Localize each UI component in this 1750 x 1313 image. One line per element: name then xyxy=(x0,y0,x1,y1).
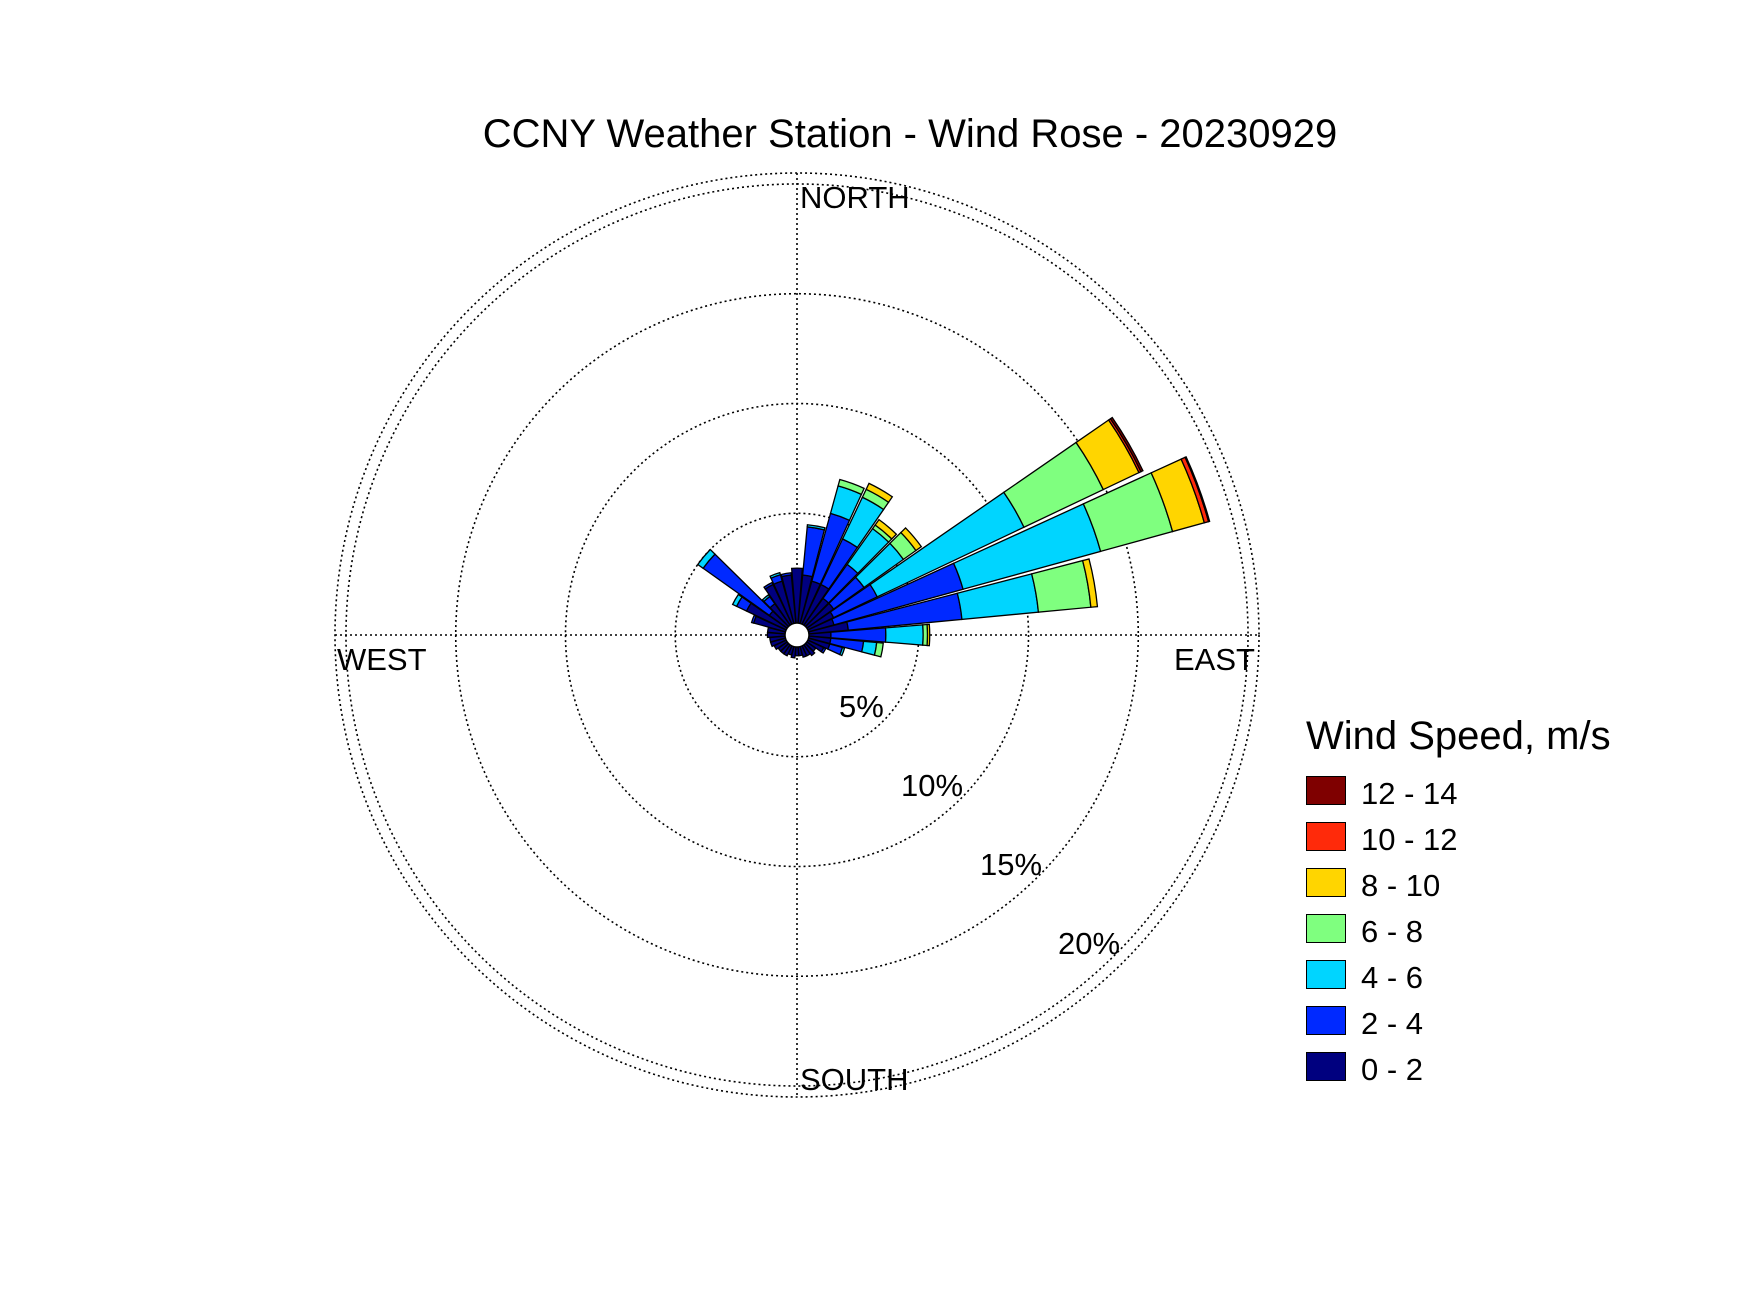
ring-label-5: 5% xyxy=(839,689,884,724)
chart-title: CCNY Weather Station - Wind Rose - 20230… xyxy=(482,112,1338,156)
legend-swatch xyxy=(1306,868,1346,897)
wind-rose-bar-segment xyxy=(780,572,793,578)
legend-label: 2 - 4 xyxy=(1361,1006,1424,1041)
legend-label: 6 - 8 xyxy=(1361,914,1424,949)
legend-label: 4 - 6 xyxy=(1361,960,1424,995)
ring-label-20: 20% xyxy=(1058,926,1121,961)
wind-rose-bar-segment xyxy=(884,624,924,646)
direction-label-east: EAST xyxy=(1174,642,1255,677)
wind-rose-bars xyxy=(696,416,1211,659)
ring-label-10: 10% xyxy=(901,768,964,803)
wind-rose-bar-segment xyxy=(1081,558,1099,608)
wind-rose-bar-segment xyxy=(837,478,865,496)
wind-rose-bar-segment xyxy=(865,482,894,504)
wind-rose-bar-segment xyxy=(806,524,826,531)
legend-swatch xyxy=(1306,776,1346,805)
wind-rose-bar-segment xyxy=(1109,416,1144,473)
center-circle xyxy=(784,622,810,648)
direction-label-south: SOUTH xyxy=(800,1062,909,1097)
legend-label: 8 - 10 xyxy=(1361,868,1441,903)
wind-rose-bar-segment xyxy=(761,593,771,603)
wind-rose-bar-segment xyxy=(926,623,931,647)
legend-swatch xyxy=(1306,1006,1346,1035)
legend-swatch xyxy=(1306,914,1346,943)
legend-swatch xyxy=(1306,960,1346,989)
wind-rose-bar-segment xyxy=(873,641,884,658)
wind-rose-bar-segment xyxy=(1184,455,1211,523)
ring-label-15: 15% xyxy=(980,847,1043,882)
legend-label: 0 - 2 xyxy=(1361,1052,1424,1087)
direction-label-north: NORTH xyxy=(800,180,910,215)
wind-rose-bar-segment xyxy=(731,593,743,608)
direction-label-west: WEST xyxy=(337,642,427,677)
wind-rose-bar-segment xyxy=(763,581,774,590)
legend-title: Wind Speed, m/s xyxy=(1306,714,1611,758)
center-hole xyxy=(784,622,810,648)
wind-rose-bar-segment xyxy=(769,571,782,580)
wind-rose-bar-segment xyxy=(838,646,846,657)
wind-rose-bar-segment xyxy=(750,614,758,624)
wind-rose-bar-segment xyxy=(820,646,827,654)
wind-rose-bar-segment xyxy=(899,527,923,552)
wind-rose-bar-segment xyxy=(696,548,716,570)
legend-swatch xyxy=(1306,1052,1346,1081)
legend-swatch xyxy=(1306,822,1346,851)
legend-label: 12 - 14 xyxy=(1361,776,1458,811)
wind-rose-bar-segment xyxy=(874,518,898,540)
legend-label: 10 - 12 xyxy=(1361,822,1458,857)
